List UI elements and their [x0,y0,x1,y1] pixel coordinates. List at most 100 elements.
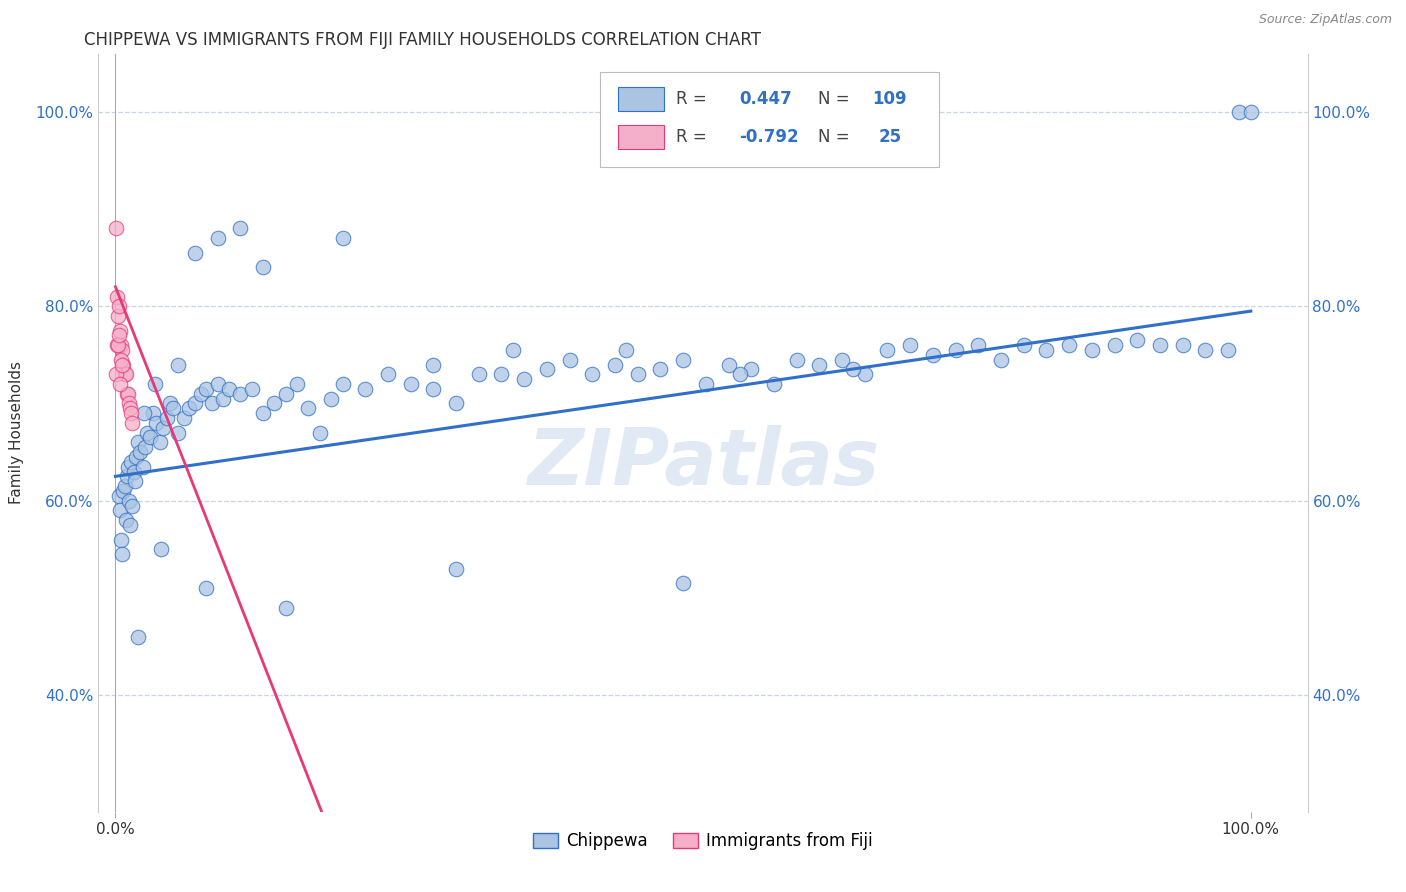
Point [134,440,156,454]
Point [114,368,136,382]
Point [263,396,285,410]
Point [1171,338,1194,352]
Point [173,411,195,425]
Point [112,358,135,372]
Point [842,362,865,376]
FancyBboxPatch shape [619,125,664,149]
Point [422,382,444,396]
Point [614,343,637,357]
Point [127,630,149,644]
Point [108,328,131,343]
Point [129,445,152,459]
Point [108,489,131,503]
Point [120,406,142,420]
Point [332,377,354,392]
Point [108,299,131,313]
Point [354,382,377,396]
Point [167,425,190,440]
Point [195,382,218,396]
Point [990,352,1012,367]
Point [468,368,491,382]
Point [898,338,921,352]
Point [115,469,138,483]
Point [717,358,740,372]
Point [121,499,143,513]
Point [444,396,467,410]
Point [377,368,399,382]
Point [131,459,153,474]
Point [1057,338,1080,352]
Point [491,368,513,382]
Point [1194,343,1216,357]
Point [118,493,141,508]
Point [124,474,146,488]
Point [145,416,167,430]
Point [627,368,650,382]
Point [105,338,128,352]
Text: 0.447: 0.447 [740,90,792,108]
Point [603,358,626,372]
Point [149,542,172,557]
Point [149,435,172,450]
Point [127,435,149,450]
Point [332,814,354,829]
Point [252,406,274,420]
Point [536,362,558,376]
Point [117,386,139,401]
Point [110,533,132,547]
Point [274,600,297,615]
Point [143,377,166,392]
Point [207,231,229,245]
Point [808,358,831,372]
Point [108,324,131,338]
Point [280,819,302,833]
Point [1081,343,1104,357]
Point [138,430,160,444]
Text: R =: R = [676,90,707,108]
Text: ZIPatlas: ZIPatlas [527,425,879,501]
Point [876,343,898,357]
Point [155,411,177,425]
Point [114,479,136,493]
Point [114,513,136,527]
Text: -0.792: -0.792 [740,128,799,146]
Point [922,348,945,362]
Point [107,309,129,323]
Point [1035,343,1057,357]
Point [240,382,263,396]
Point [108,503,131,517]
Text: R =: R = [676,128,707,146]
Point [740,362,762,376]
FancyBboxPatch shape [619,87,664,112]
Point [121,416,143,430]
Point [184,245,207,260]
Point [115,386,138,401]
Point [120,455,142,469]
Text: Source: ZipAtlas.com: Source: ZipAtlas.com [1258,13,1392,27]
Point [1104,338,1126,352]
Point [422,358,444,372]
Point [762,377,785,392]
Point [179,401,201,416]
Point [105,289,128,303]
Point [110,338,132,352]
Point [142,406,165,420]
Point [945,343,967,357]
Point [399,377,422,392]
Point [184,396,207,410]
Point [108,377,131,392]
Point [120,401,142,416]
Point [786,352,808,367]
Point [207,377,229,392]
Legend: Chippewa, Immigrants from Fiji: Chippewa, Immigrants from Fiji [526,825,880,856]
Point [125,450,148,464]
Point [229,221,252,235]
Point [218,382,240,396]
Point [152,421,174,435]
Y-axis label: Family Households: Family Households [10,361,24,504]
Point [558,352,581,367]
Point [122,465,145,479]
Point [332,231,354,245]
Point [1012,338,1035,352]
Point [831,352,853,367]
